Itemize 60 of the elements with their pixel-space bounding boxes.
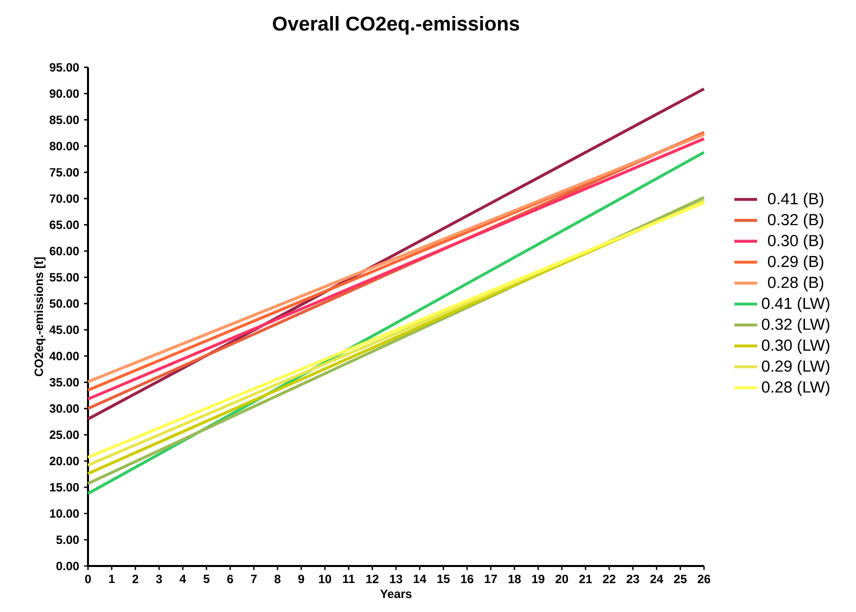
legend-label: 0.29 (LW) — [762, 360, 830, 375]
x-tick-label: 25 — [674, 574, 687, 584]
x-tick-label: 17 — [484, 574, 497, 583]
y-tick-label: 60.00 — [50, 246, 79, 256]
x-tick-label: 5 — [204, 574, 210, 584]
x-tick-label: 8 — [274, 574, 281, 584]
x-tick-label: 7 — [251, 574, 257, 583]
legend-label: 0.28 (B) — [768, 276, 824, 292]
y-tick-label: 5.00 — [56, 536, 79, 544]
x-tick-label: 24 — [650, 574, 664, 584]
x-tick-label: 22 — [602, 574, 616, 584]
x-tick-label: 12 — [366, 574, 378, 584]
legend-label: 0.32 (B) — [768, 214, 824, 228]
x-tick-label: 26 — [698, 574, 710, 584]
x-tick-label: 15 — [437, 574, 450, 584]
y-tick-label: 45.00 — [49, 326, 79, 334]
chart-title: Overall CO2eq.-emissions — [272, 16, 520, 35]
y-tick-label: 95.00 — [50, 63, 79, 72]
x-tick-label: 10 — [319, 574, 332, 584]
x-tick-label: 2 — [132, 574, 138, 584]
x-tick-label: 11 — [343, 574, 355, 583]
y-tick-label: 70.00 — [50, 194, 79, 203]
x-tick-label: 23 — [626, 574, 640, 584]
legend-label: 0.32 (LW) — [762, 318, 830, 334]
y-tick-label: 55.00 — [50, 273, 79, 282]
y-tick-label: 25.00 — [50, 430, 79, 440]
legend-label: 0.28 (LW) — [762, 380, 830, 396]
y-tick-label: 90.00 — [50, 89, 79, 98]
x-tick-label: 19 — [532, 574, 544, 584]
x-tick-label: 1 — [109, 574, 115, 583]
y-tick-label: 10.00 — [50, 509, 79, 518]
legend-label: 0.41 (LW) — [762, 297, 830, 312]
x-tick-label: 0 — [85, 574, 91, 584]
y-tick-label: 80.00 — [50, 142, 79, 150]
legend-label: 0.30 (B) — [768, 234, 824, 250]
x-tick-label: 9 — [298, 574, 304, 584]
y-tick-label: 50.00 — [50, 299, 79, 308]
y-tick-label: 15.00 — [50, 483, 79, 492]
x-tick-label: 16 — [461, 574, 474, 584]
y-tick-label: 20.00 — [50, 456, 79, 466]
x-tick-label: 14 — [414, 574, 426, 583]
y-tick-label: 35.00 — [50, 378, 79, 387]
legend-label: 0.29 (B) — [768, 255, 824, 270]
x-tick-label: 4 — [180, 574, 186, 583]
y-tick-label: 85.00 — [50, 116, 79, 124]
legend-label: 0.30 (LW) — [762, 339, 830, 354]
y-tick-label: 65.00 — [50, 220, 79, 230]
y-tick-label: 75.00 — [50, 168, 79, 177]
x-tick-label: 20 — [556, 574, 568, 584]
x-tick-label: 3 — [156, 574, 162, 584]
y-tick-label: 30.00 — [50, 404, 79, 413]
x-tick-label: 18 — [508, 574, 521, 584]
x-tick-label: 13 — [390, 574, 402, 584]
legend-label: 0.41 (B) — [768, 192, 824, 208]
y-tick-label: 40.00 — [49, 352, 79, 360]
x-tick-label: 21 — [579, 574, 592, 584]
y-axis-title: CO2eq.-emissions [t] — [34, 257, 46, 376]
y-tick-label: 0.00 — [56, 562, 79, 570]
x-axis-title: Years — [380, 590, 412, 598]
x-tick-label: 6 — [227, 574, 234, 584]
